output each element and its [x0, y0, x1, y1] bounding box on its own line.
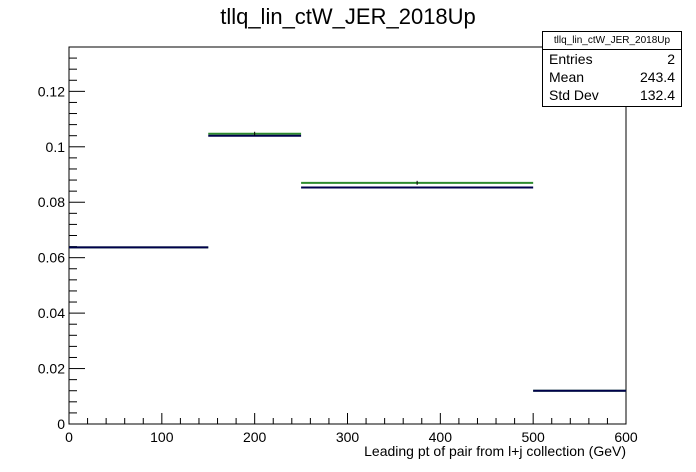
histogram-marks	[69, 131, 626, 392]
y-tick-label: 0.02	[38, 361, 65, 377]
x-tick-label: 200	[243, 429, 267, 445]
stats-value-stddev: 132.4	[639, 87, 675, 103]
y-tick-label: 0.12	[38, 83, 65, 99]
y-tick-label: 0	[57, 416, 65, 432]
y-tick-label: 0.1	[46, 139, 66, 155]
chart-title: tllq_lin_ctW_JER_2018Up	[220, 4, 476, 29]
x-tick-label: 400	[429, 429, 453, 445]
stats-label-mean: Mean	[549, 69, 585, 85]
x-axis-label: Leading pt of pair from l+j collection (…	[364, 443, 626, 459]
stats-row-stddev: Std Dev 132.4	[543, 86, 681, 104]
stats-value-mean: 243.4	[639, 69, 675, 85]
x-tick-label: 100	[150, 429, 174, 445]
x-tick-label: 0	[65, 429, 73, 445]
stats-label-stddev: Std Dev	[549, 87, 599, 103]
stats-row-entries: Entries 2	[543, 50, 681, 68]
axis-labels: 0 100 200 300 400 500 600 0 0.02 0.04 0.06 0.08 0.1 0…	[38, 83, 638, 459]
stats-row-mean: Mean 243.4	[543, 68, 681, 86]
y-tick-label: 0.04	[38, 305, 65, 321]
x-tick-label: 300	[336, 429, 360, 445]
axes	[68, 46, 627, 425]
x-tick-label: 600	[614, 429, 638, 445]
y-tick-label: 0.08	[38, 194, 65, 210]
stats-box: tllq_lin_ctW_JER_2018Up Entries 2 Mean 2…	[542, 31, 682, 107]
y-tick-label: 0.06	[38, 250, 65, 266]
stats-label-entries: Entries	[549, 51, 593, 67]
x-tick-label: 500	[521, 429, 545, 445]
stats-value-entries: 2	[667, 51, 675, 67]
stats-box-name: tllq_lin_ctW_JER_2018Up	[543, 32, 681, 50]
